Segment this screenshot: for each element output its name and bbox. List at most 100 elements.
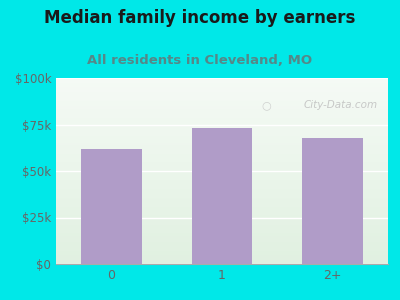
Bar xyxy=(56,118,388,119)
Bar xyxy=(56,255,388,256)
Bar xyxy=(56,152,388,153)
Bar xyxy=(56,233,388,234)
Bar xyxy=(56,192,388,193)
Bar xyxy=(56,159,388,160)
Bar xyxy=(56,78,388,79)
Bar xyxy=(56,144,388,145)
Bar xyxy=(56,84,388,85)
Bar xyxy=(56,114,388,115)
Bar xyxy=(56,97,388,98)
Bar xyxy=(56,103,388,104)
Bar xyxy=(56,115,388,116)
Bar xyxy=(56,160,388,161)
Bar xyxy=(56,190,388,191)
Bar xyxy=(56,98,388,99)
Bar xyxy=(56,261,388,262)
Bar xyxy=(56,205,388,206)
Bar xyxy=(56,226,388,227)
Bar xyxy=(56,138,388,139)
Bar xyxy=(56,83,388,84)
Bar xyxy=(56,146,388,147)
Bar xyxy=(56,243,388,244)
Bar xyxy=(56,211,388,212)
Bar xyxy=(56,137,388,138)
Bar xyxy=(56,257,388,258)
Bar xyxy=(56,178,388,179)
Bar xyxy=(56,79,388,80)
Bar xyxy=(56,120,388,121)
Bar xyxy=(56,234,388,235)
Bar xyxy=(56,151,388,152)
Bar xyxy=(56,104,388,105)
Bar xyxy=(56,163,388,164)
Bar xyxy=(56,214,388,215)
Bar xyxy=(56,224,388,225)
Bar xyxy=(56,196,388,197)
Bar xyxy=(56,135,388,136)
Bar xyxy=(192,128,252,264)
Bar xyxy=(56,185,388,186)
Bar xyxy=(56,259,388,260)
Bar xyxy=(56,156,388,157)
Bar xyxy=(56,168,388,169)
Bar xyxy=(56,247,388,248)
Bar xyxy=(56,109,388,110)
Bar xyxy=(56,126,388,127)
Bar xyxy=(56,225,388,226)
Bar xyxy=(56,106,388,107)
Bar xyxy=(56,81,388,82)
Bar xyxy=(56,149,388,150)
Bar xyxy=(56,154,388,155)
Bar xyxy=(56,235,388,236)
Bar xyxy=(56,96,388,97)
Bar xyxy=(56,158,388,159)
Bar xyxy=(81,149,142,264)
Bar xyxy=(56,110,388,111)
Bar xyxy=(56,123,388,124)
Bar xyxy=(56,223,388,224)
Bar xyxy=(56,175,388,176)
Bar xyxy=(56,85,388,86)
Bar xyxy=(56,142,388,143)
Bar xyxy=(56,113,388,114)
Bar xyxy=(56,203,388,204)
Bar xyxy=(56,95,388,96)
Bar xyxy=(56,99,388,100)
Bar xyxy=(56,194,388,195)
Bar xyxy=(56,230,388,231)
Bar xyxy=(56,256,388,257)
Bar xyxy=(56,222,388,223)
Bar xyxy=(56,101,388,102)
Bar xyxy=(56,116,388,117)
Bar xyxy=(56,125,388,126)
Bar xyxy=(56,221,388,222)
Bar xyxy=(56,157,388,158)
Bar xyxy=(56,240,388,241)
Bar xyxy=(56,199,388,200)
Bar xyxy=(56,249,388,250)
Bar xyxy=(56,262,388,263)
Bar xyxy=(56,191,388,192)
Bar xyxy=(56,153,388,154)
Bar xyxy=(56,236,388,237)
Text: City-Data.com: City-Data.com xyxy=(304,100,378,110)
Bar xyxy=(56,207,388,208)
Bar xyxy=(56,161,388,162)
Bar xyxy=(56,263,388,264)
Bar xyxy=(56,111,388,112)
Bar xyxy=(56,187,388,188)
Bar xyxy=(56,90,388,91)
Bar xyxy=(56,127,388,128)
Bar xyxy=(56,228,388,229)
Bar xyxy=(56,140,388,141)
Bar xyxy=(56,258,388,259)
Bar xyxy=(56,164,388,165)
Bar xyxy=(56,131,388,132)
Bar xyxy=(56,188,388,189)
Bar xyxy=(56,117,388,118)
Bar xyxy=(56,177,388,178)
Bar xyxy=(56,179,388,180)
Bar xyxy=(56,108,388,109)
Bar xyxy=(56,250,388,251)
Bar xyxy=(56,241,388,242)
